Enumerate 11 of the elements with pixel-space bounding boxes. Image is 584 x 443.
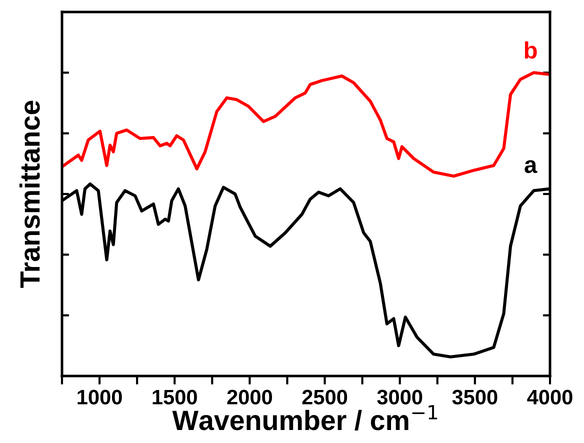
x-axis-title: Wavenumber / cm$^{−1}$	[172, 405, 438, 430]
x-tick-label: 2500	[302, 390, 348, 404]
x-tick-label: 1500	[152, 390, 197, 404]
legend-label: a	[524, 160, 538, 174]
x-tick-label: 3000	[377, 390, 422, 405]
x-tick-label: 3500	[452, 390, 498, 405]
series-label: b	[524, 41, 537, 59]
y-axis-title: Transmittance	[19, 100, 40, 288]
x-tick-label: 2000	[227, 390, 272, 404]
x-tick-label: 1000	[78, 390, 122, 404]
x-tick-label: 4000	[527, 390, 572, 404]
